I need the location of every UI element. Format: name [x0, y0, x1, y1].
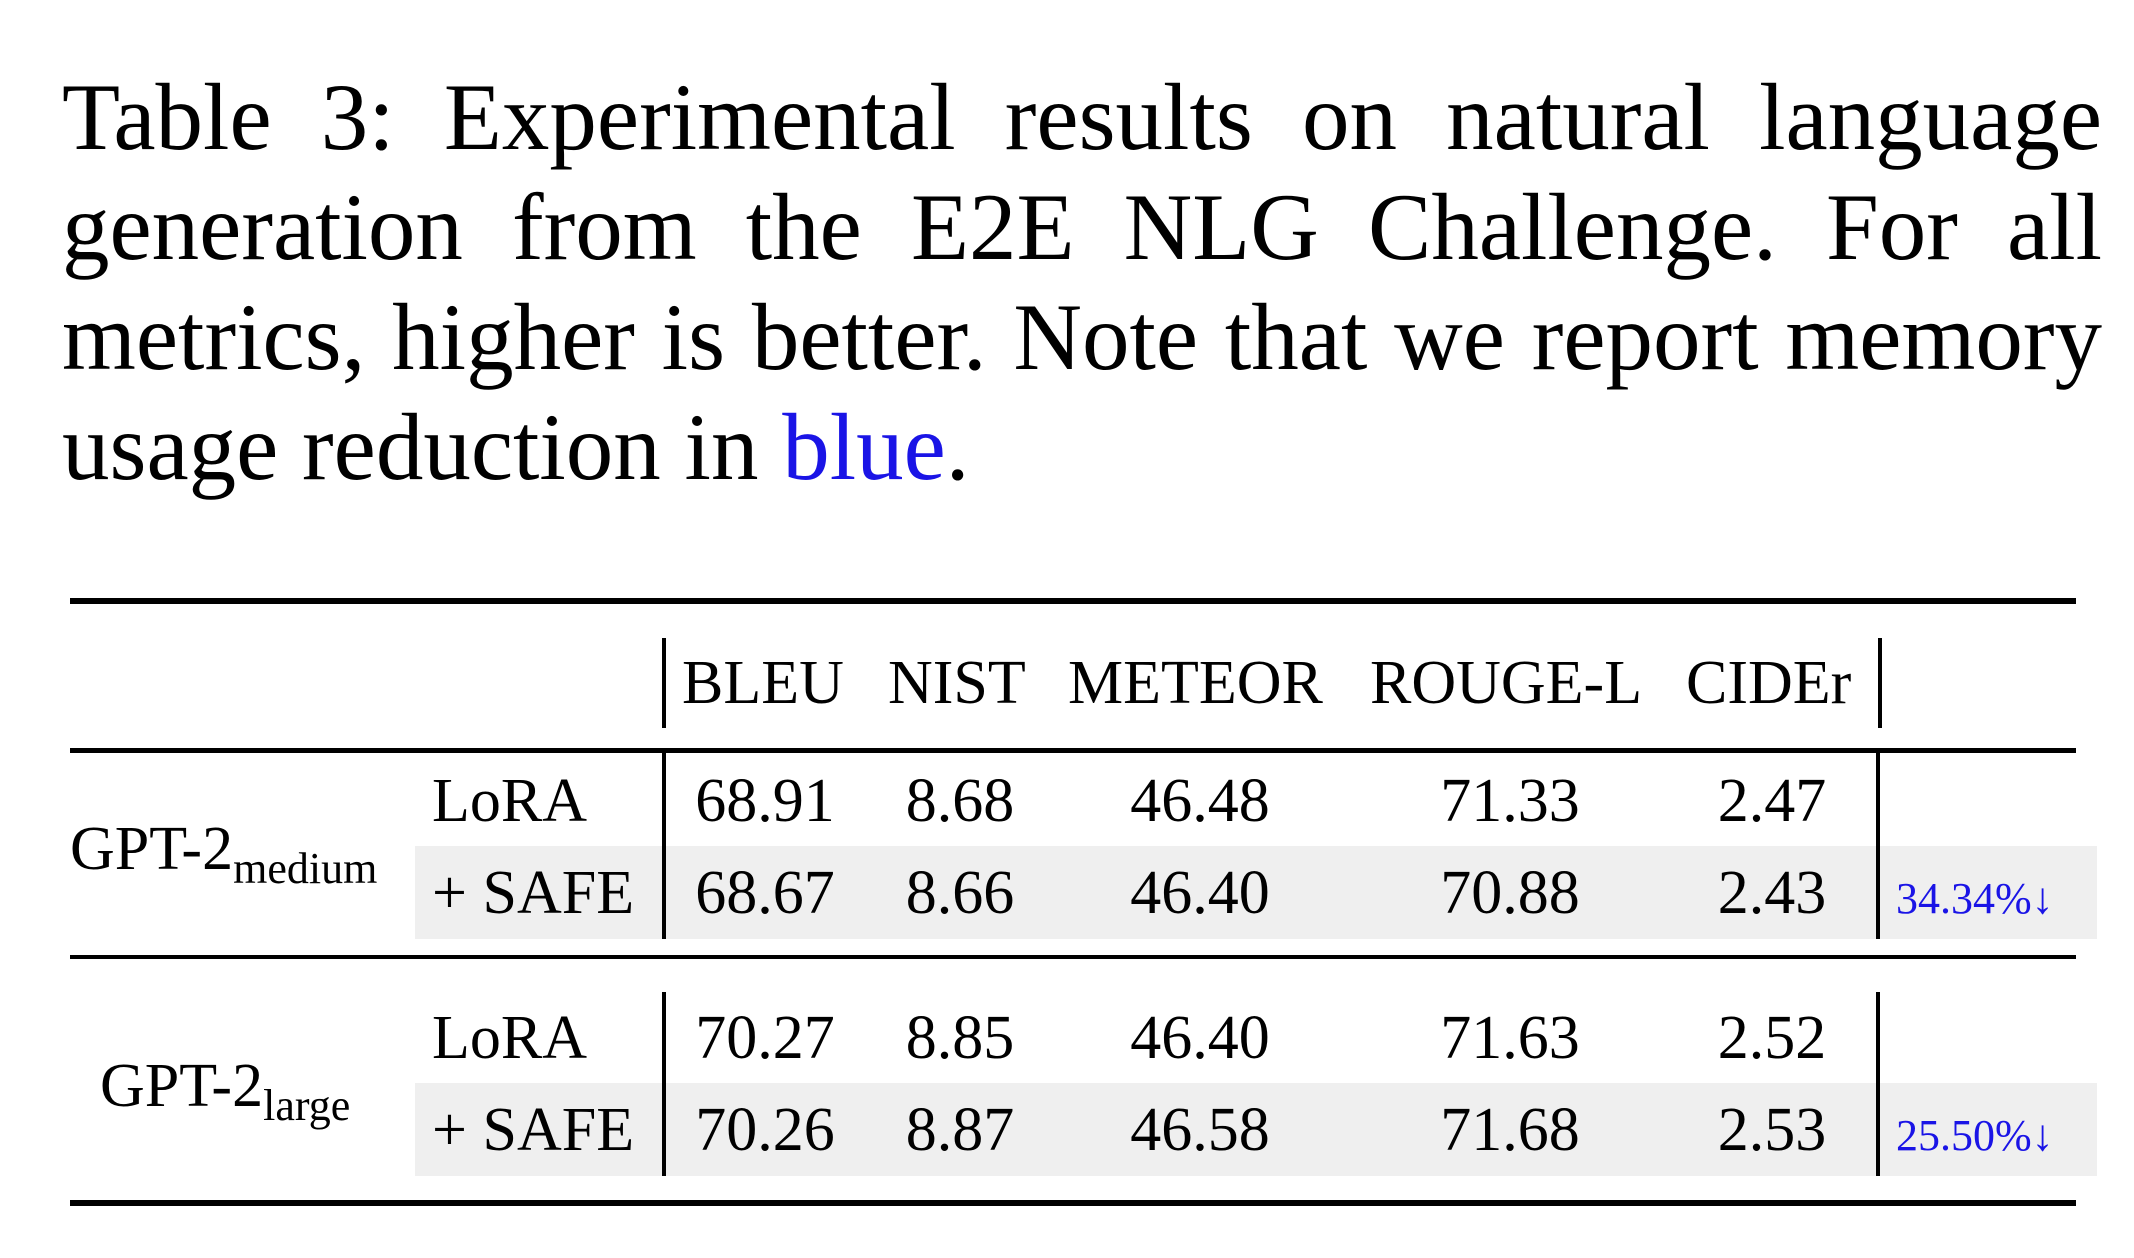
group-rule: [70, 955, 2076, 959]
table-cell: 68.67: [695, 859, 835, 927]
table-cell: 46.40: [1130, 1004, 1270, 1072]
table-cell: 2.52: [1717, 1004, 1827, 1072]
table-cell: 70.26: [695, 1096, 835, 1164]
col-header-rouge: ROUGE-L: [1370, 649, 1643, 717]
table-cell: 71.63: [1440, 1004, 1580, 1072]
vline-left-header: [662, 638, 666, 728]
vline-right-header: [1878, 638, 1882, 728]
vline-right-g2: [1876, 992, 1880, 1176]
vline-left-g1: [662, 753, 666, 939]
col-header-meteor: METEOR: [1068, 649, 1323, 717]
table-cell: 46.40: [1130, 859, 1270, 927]
col-header-nist: NIST: [888, 649, 1026, 717]
model-gpt2-large: GPT-2large: [100, 1052, 351, 1130]
table-caption: Table 3: Experimental results on natural…: [62, 62, 2102, 502]
table-cell: 71.68: [1440, 1096, 1580, 1164]
table-cell: 46.58: [1130, 1096, 1270, 1164]
method-label: + SAFE: [432, 1096, 635, 1164]
caption-end: .: [945, 394, 970, 500]
table-cell: 8.66: [905, 859, 1015, 927]
shade-row-medium-safe: [415, 846, 2097, 939]
table-cell: 68.91: [695, 767, 835, 835]
table-cell: 2.47: [1717, 767, 1827, 835]
shade-row-large-safe: [415, 1083, 2097, 1176]
table-cell: 8.87: [905, 1096, 1015, 1164]
vline-left-g2: [662, 992, 666, 1176]
table-cell: 71.33: [1440, 767, 1580, 835]
memory-reduction-large: 25.50%↓: [1896, 1111, 2054, 1160]
model-gpt2-medium: GPT-2medium: [70, 815, 378, 893]
table-cell: 2.53: [1717, 1096, 1827, 1164]
col-header-bleu: BLEU: [682, 649, 844, 717]
vline-right-g1: [1876, 753, 1880, 939]
table-cell: 70.27: [695, 1004, 835, 1072]
method-label: LoRA: [432, 1004, 587, 1072]
caption-highlight: blue: [782, 394, 946, 500]
memory-reduction-medium: 34.34%↓: [1896, 874, 2054, 923]
method-label: LoRA: [432, 767, 587, 835]
bottom-rule: [70, 1200, 2076, 1206]
col-header-cider: CIDEr: [1686, 649, 1852, 717]
table-cell: 8.68: [905, 767, 1015, 835]
header-rule: [70, 748, 2076, 753]
table-cell: 8.85: [905, 1004, 1015, 1072]
table-cell: 70.88: [1440, 859, 1580, 927]
table-cell: 2.43: [1717, 859, 1827, 927]
top-rule: [70, 598, 2076, 604]
method-label: + SAFE: [432, 859, 635, 927]
caption-text: Table 3: Experimental results on natural…: [62, 64, 2102, 500]
table-cell: 46.48: [1130, 767, 1270, 835]
